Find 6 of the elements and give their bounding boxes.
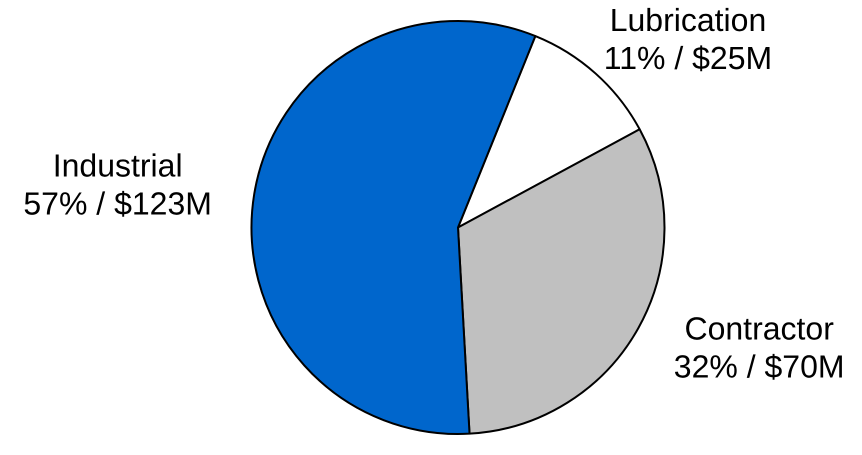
slice-label: Contractor — [684, 310, 834, 346]
slice-label: Lubrication — [610, 2, 766, 38]
data-label: 57% / $123M — [23, 185, 212, 222]
slice-label: Industrial — [52, 147, 183, 184]
data-label: 32% / $70M — [674, 348, 845, 384]
data-label: 11% / $25M — [604, 40, 772, 76]
